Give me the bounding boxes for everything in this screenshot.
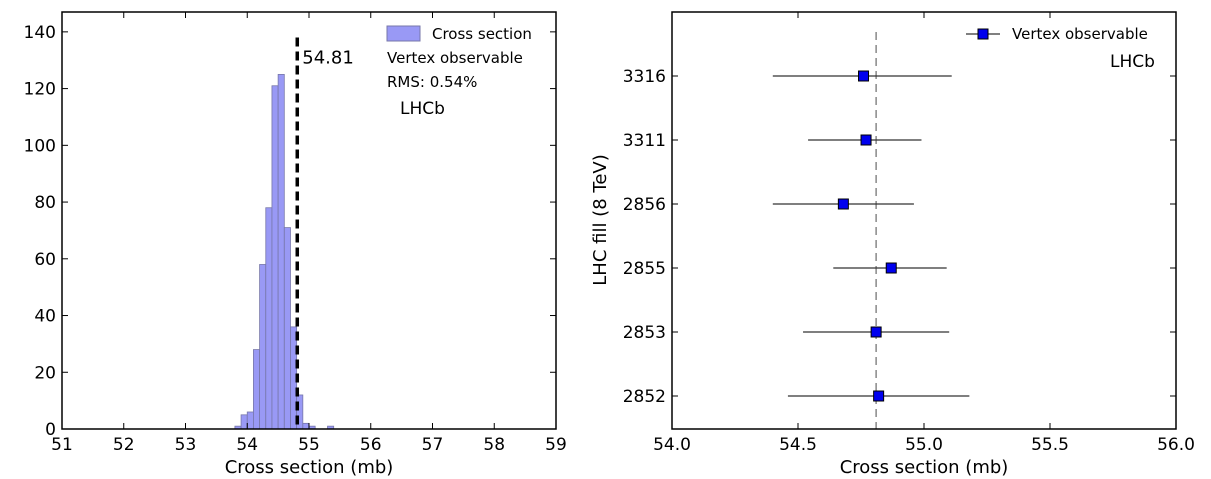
data-point-marker xyxy=(860,134,872,146)
histogram-bar xyxy=(283,227,291,430)
histogram-lhcb-label: LHCb xyxy=(400,99,445,119)
histogram-panel: 54.81 51 52 53 54 55 56 57 58 59 0 20 40 60 80 100 120… xyxy=(24,11,567,478)
histogram-bar xyxy=(265,207,273,430)
histogram-legend-line-2: RMS: 0.54% xyxy=(387,73,477,91)
mean-line-group: 54.81 xyxy=(295,37,354,429)
errorbar-y-tick-label: 2855 xyxy=(623,259,666,279)
histogram-bar xyxy=(240,414,248,430)
histogram-x-axis-label: Cross section (mb) xyxy=(225,457,394,478)
histogram-y-tick-label: 20 xyxy=(34,363,56,383)
errorbar-y-tick-label: 2853 xyxy=(623,323,666,343)
data-point-marker xyxy=(837,198,849,210)
histogram-x-tick-label: 52 xyxy=(113,435,135,455)
errorbar-y-tick-label: 2856 xyxy=(623,195,666,215)
errorbar-x-tick-label: 54.5 xyxy=(779,435,817,455)
histogram-x-tick-label: 59 xyxy=(545,435,567,455)
histogram-x-tick-label: 56 xyxy=(360,435,382,455)
histogram-x-tick-label: 55 xyxy=(298,435,320,455)
histogram-x-tick-label: 53 xyxy=(175,435,197,455)
errorbar-y-tick-label: 3311 xyxy=(623,131,666,151)
histogram-bar xyxy=(277,74,285,430)
errorbar-x-tick-label: 54.0 xyxy=(653,435,691,455)
histogram-axes-frame xyxy=(61,11,557,430)
errorbar-legend-entry: Vertex observable xyxy=(1012,25,1148,43)
histogram-y-ticks: 0 20 40 60 80 100 120 140 xyxy=(24,23,556,440)
histogram-y-tick-label: 0 xyxy=(45,420,56,440)
errorbar-x-tick-label: 55.0 xyxy=(905,435,943,455)
mean-value-label: 54.81 xyxy=(302,47,354,68)
errorbar-axes-frame xyxy=(671,11,1177,430)
errorbar-points xyxy=(772,70,970,402)
data-point-marker xyxy=(885,262,897,274)
errorbar-x-tick-label: 56.0 xyxy=(1157,435,1195,455)
histogram-y-tick-label: 80 xyxy=(34,193,56,213)
histogram-bar xyxy=(259,264,267,430)
histogram-bar xyxy=(246,411,254,430)
histogram-x-tick-label: 58 xyxy=(483,435,505,455)
errorbar-y-ticks: 2852 2853 2855 2856 3311 3316 xyxy=(623,67,1176,407)
histogram-bars xyxy=(234,74,335,430)
data-point-marker xyxy=(870,326,882,338)
errorbar-x-tick-label: 55.5 xyxy=(1031,435,1069,455)
errorbar-y-tick-label: 2852 xyxy=(623,387,666,407)
histogram-x-ticks: 51 52 53 54 55 56 57 58 59 xyxy=(51,12,567,455)
histogram-legend-entry: Cross section xyxy=(432,25,532,43)
errorbar-x-ticks: 54.0 54.5 55.0 55.5 56.0 xyxy=(653,12,1195,455)
histogram-bar xyxy=(271,85,279,430)
histogram-bar xyxy=(253,349,261,430)
errorbar-y-axis-label: LHC fill (8 TeV) xyxy=(590,154,611,285)
histogram-y-tick-label: 100 xyxy=(24,136,56,156)
histogram-legend: Cross section Vertex observable RMS: 0.5… xyxy=(386,25,532,91)
errorbar-lhcb-label: LHCb xyxy=(1110,52,1155,72)
histogram-legend-line-1: Vertex observable xyxy=(387,49,523,67)
errorbar-x-axis-label: Cross section (mb) xyxy=(840,457,1009,478)
errorbar-legend-marker xyxy=(977,28,989,40)
histogram-y-tick-label: 60 xyxy=(34,250,56,270)
histogram-y-tick-label: 40 xyxy=(34,307,56,327)
histogram-x-tick-label: 51 xyxy=(51,435,73,455)
histogram-x-tick-label: 54 xyxy=(236,435,258,455)
data-point-marker xyxy=(858,70,870,82)
data-point-marker xyxy=(873,390,885,402)
histogram-legend-swatch xyxy=(386,25,421,42)
errorbar-legend: Vertex observable xyxy=(966,25,1148,43)
histogram-y-tick-label: 120 xyxy=(24,80,56,100)
errorbar-panel: 54.0 54.5 55.0 55.5 56.0 2852 2853 2855 2856 331… xyxy=(590,11,1195,478)
histogram-x-tick-label: 57 xyxy=(422,435,444,455)
histogram-bar xyxy=(302,422,310,430)
histogram-y-tick-label: 140 xyxy=(24,23,56,43)
errorbar-y-tick-label: 3316 xyxy=(623,67,666,87)
